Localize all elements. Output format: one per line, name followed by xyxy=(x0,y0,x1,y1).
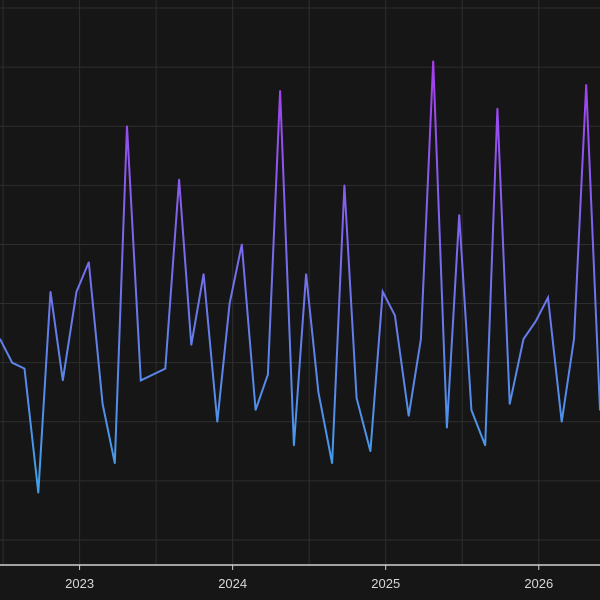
data-point xyxy=(355,397,358,399)
data-point xyxy=(62,379,64,382)
data-point xyxy=(49,290,52,293)
data-point xyxy=(101,403,104,405)
series-layer xyxy=(0,60,600,494)
data-point xyxy=(470,409,473,411)
data-point xyxy=(23,367,26,370)
x-tick-label: 2023 xyxy=(65,576,94,591)
x-tick-label: 2026 xyxy=(524,576,553,591)
data-point xyxy=(369,450,372,453)
data-point xyxy=(343,184,346,187)
data-point xyxy=(585,84,587,86)
data-point xyxy=(216,421,219,423)
data-point xyxy=(241,243,243,246)
data-point xyxy=(190,344,193,346)
series-line-0 xyxy=(0,61,600,493)
data-point xyxy=(293,444,295,447)
data-point xyxy=(573,338,575,340)
data-point xyxy=(508,403,511,405)
data-point xyxy=(126,125,128,127)
data-point xyxy=(420,338,422,340)
data-point xyxy=(317,391,320,394)
data-point xyxy=(381,290,384,293)
data-point xyxy=(522,338,525,340)
data-point xyxy=(178,178,180,181)
data-point xyxy=(534,320,537,323)
data-point xyxy=(446,426,448,429)
data-point xyxy=(560,421,563,423)
data-point xyxy=(547,296,549,299)
data-point xyxy=(202,273,205,275)
x-tick-label: 2024 xyxy=(218,576,247,591)
data-point xyxy=(407,415,410,417)
data-point xyxy=(0,338,1,340)
data-point xyxy=(305,273,307,275)
data-point xyxy=(228,302,231,305)
data-point xyxy=(37,491,40,494)
data-point xyxy=(11,361,13,364)
data-point xyxy=(75,290,78,293)
data-point xyxy=(484,444,487,447)
data-point xyxy=(254,409,257,411)
data-point xyxy=(331,462,333,465)
data-point xyxy=(140,379,142,382)
data-point xyxy=(279,90,281,92)
data-point xyxy=(432,60,435,62)
data-point xyxy=(114,462,116,465)
data-point xyxy=(88,261,90,264)
data-point xyxy=(164,367,167,370)
data-point xyxy=(394,314,396,317)
data-point xyxy=(496,107,499,110)
x-tick-label: 2025 xyxy=(371,576,400,591)
data-point xyxy=(267,373,269,376)
x-axis: 2023 2024 2025 2026 xyxy=(0,564,600,591)
data-point xyxy=(458,214,461,216)
grid xyxy=(0,0,600,565)
data-point xyxy=(152,373,154,376)
